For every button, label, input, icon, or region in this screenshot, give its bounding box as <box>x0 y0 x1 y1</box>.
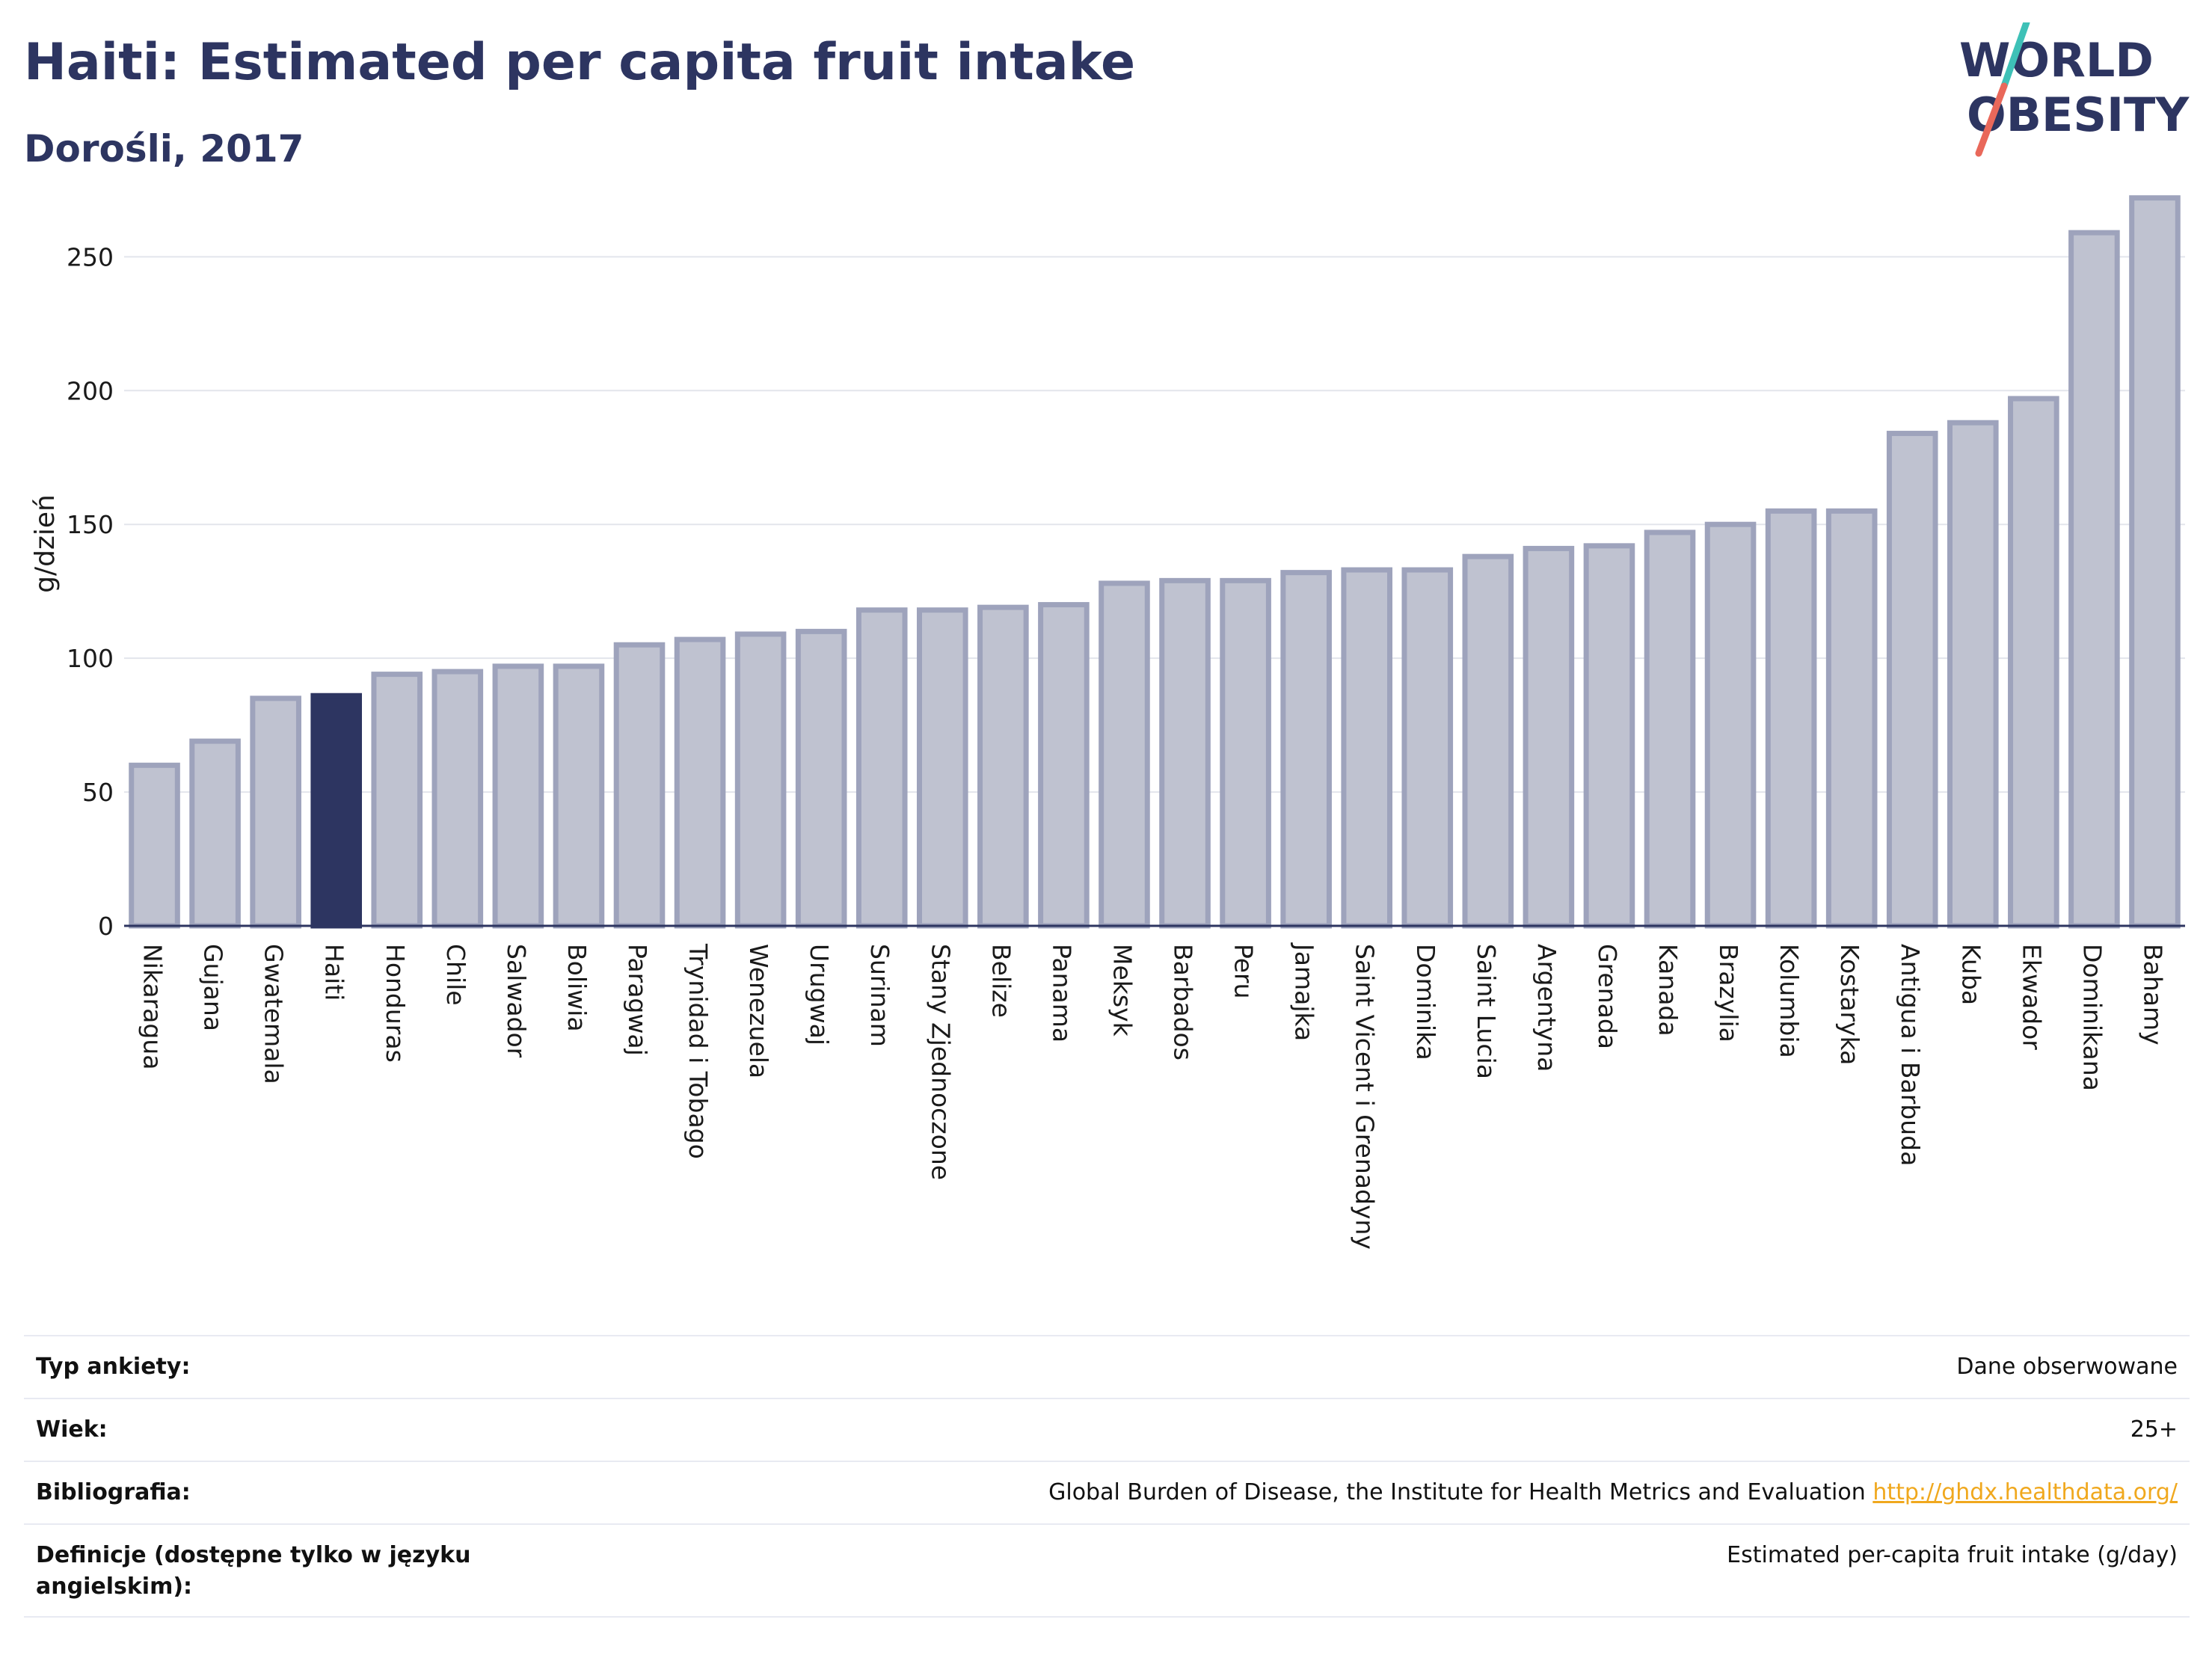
bar <box>1947 420 1999 929</box>
bar <box>734 631 787 929</box>
x-tick-label: Dominika <box>1411 944 1440 1060</box>
bar <box>916 607 968 929</box>
bar <box>1280 570 1332 929</box>
y-tick-labels: 0 50 100 150 200 250 <box>67 242 114 941</box>
bar <box>2129 195 2181 929</box>
x-tick-label: Dominikana <box>2077 944 2107 1091</box>
bar <box>795 628 847 929</box>
bar <box>2068 230 2120 929</box>
y-tick-label: 250 <box>67 242 114 271</box>
y-tick-label: 200 <box>67 376 114 405</box>
logo-line2: OBESITY <box>1967 87 2190 142</box>
x-tick-label: Bahamy <box>2138 944 2167 1045</box>
x-tick-label: Saint Lucia <box>1472 944 1501 1079</box>
bar-chart: 0 50 100 150 200 250 Nikaragua Gujana Gwatemala… <box>30 195 2185 1250</box>
bar <box>1886 431 1938 929</box>
world-obesity-logo: WORLD OBESITY <box>1959 22 2190 157</box>
y-tick-label: 150 <box>67 510 114 539</box>
bars <box>129 195 2181 929</box>
y-tick-label: 100 <box>67 644 114 673</box>
x-tick-label: Meksyk <box>1107 944 1137 1037</box>
x-tick-label: Boliwia <box>562 944 592 1032</box>
x-tick-label: Kuba <box>1956 944 1985 1005</box>
x-tick-label: Gwatemala <box>259 944 289 1084</box>
bar <box>1038 602 1090 929</box>
bar <box>1523 545 1575 929</box>
bar <box>1462 553 1514 929</box>
meta-value: Estimated per-capita fruit intake (g/day… <box>1727 1542 2178 1568</box>
x-tick-label: Argentyna <box>1532 944 1561 1072</box>
bar <box>492 663 544 929</box>
bar <box>1825 508 1878 929</box>
bar <box>613 642 666 929</box>
x-tick-label: Saint Vicent i Grenadyny <box>1351 944 1380 1250</box>
x-tick-label: Trynidad i Tobago <box>683 943 713 1159</box>
bar <box>1220 577 1271 929</box>
meta-value: 25+ <box>2130 1416 2178 1443</box>
page-title: Haiti: Estimated per capita fruit intake <box>24 33 1136 92</box>
meta-row-definitions: Definicje (dostępne tylko w języku angie… <box>24 1523 2190 1618</box>
bar <box>553 663 605 929</box>
x-tick-label: Jamajka <box>1290 942 1319 1041</box>
x-tick-labels: Nikaragua Gujana Gwatemala Haiti Honduras Chi… <box>138 942 2168 1250</box>
bar <box>250 696 301 929</box>
meta-value: Dane obserwowane <box>1956 1354 2178 1380</box>
y-axis-label: g/dzień <box>30 494 61 593</box>
meta-row-bibliography: Bibliografia: Global Burden of Disease, … <box>24 1461 2190 1523</box>
bar <box>674 636 726 929</box>
meta-value: Global Burden of Disease, the Institute … <box>1048 1477 2178 1508</box>
bar <box>189 738 241 929</box>
x-tick-label: Stany Zjednoczone <box>926 944 955 1180</box>
bibliography-link[interactable]: http://ghdx.healthdata.org/ <box>1872 1479 2178 1505</box>
bar <box>371 672 423 929</box>
bar <box>431 669 484 929</box>
logo-line1: WORLD <box>1959 33 2154 87</box>
x-tick-label: Nikaragua <box>138 944 168 1069</box>
x-tick-label: Chile <box>441 944 470 1006</box>
bar <box>1159 577 1211 929</box>
meta-label: Typ ankiety: <box>36 1354 191 1380</box>
x-tick-label: Salwador <box>502 944 531 1058</box>
metadata-table: Typ ankiety: Dane obserwowane Wiek: 25+ … <box>24 1335 2190 1618</box>
bar-highlighted <box>310 693 363 929</box>
meta-label: Bibliografia: <box>36 1479 191 1505</box>
bar <box>1099 580 1150 929</box>
x-tick-label: Barbados <box>1169 944 1198 1060</box>
x-tick-label: Belize <box>986 944 1016 1018</box>
bar <box>855 607 908 929</box>
meta-row-age: Wiek: 25+ <box>24 1398 2190 1461</box>
bar <box>977 604 1029 929</box>
meta-row-survey-type: Typ ankiety: Dane obserwowane <box>24 1335 2190 1398</box>
meta-label: Definicje (dostępne tylko w języku angie… <box>36 1542 471 1600</box>
y-tick-label: 50 <box>82 778 114 807</box>
x-tick-label: Haiti <box>320 944 349 1001</box>
bibliography-text: Global Burden of Disease, the Institute … <box>1048 1479 1866 1505</box>
x-tick-label: Panama <box>1047 944 1076 1043</box>
bar <box>1341 567 1393 929</box>
bar <box>1401 567 1454 929</box>
x-tick-label: Kanada <box>1653 944 1683 1037</box>
bar <box>2008 396 2059 929</box>
x-tick-label: Honduras <box>381 944 410 1063</box>
x-tick-label: Urugwaj <box>805 944 834 1045</box>
meta-label: Wiek: <box>36 1416 108 1443</box>
bar <box>1644 529 1696 929</box>
x-tick-label: Kostaryka <box>1835 944 1864 1065</box>
bar <box>1583 543 1635 929</box>
x-tick-label: Peru <box>1229 944 1259 999</box>
x-tick-label: Paragwaj <box>623 944 652 1056</box>
x-tick-label: Grenada <box>1593 944 1622 1049</box>
x-tick-label: Antigua i Barbuda <box>1896 944 1925 1166</box>
bar <box>1765 508 1817 929</box>
bar <box>129 762 180 929</box>
bar <box>1704 521 1757 929</box>
x-tick-label: Gujana <box>199 944 228 1031</box>
x-tick-label: Brazylia <box>1714 944 1743 1043</box>
x-tick-label: Surinam <box>865 944 894 1047</box>
page-subtitle: Dorośli, 2017 <box>24 127 304 171</box>
y-tick-label: 0 <box>98 912 114 941</box>
x-tick-label: Wenezuela <box>744 944 773 1078</box>
x-tick-label: Ekwador <box>2017 944 2046 1050</box>
x-tick-label: Kolumbia <box>1775 944 1804 1058</box>
